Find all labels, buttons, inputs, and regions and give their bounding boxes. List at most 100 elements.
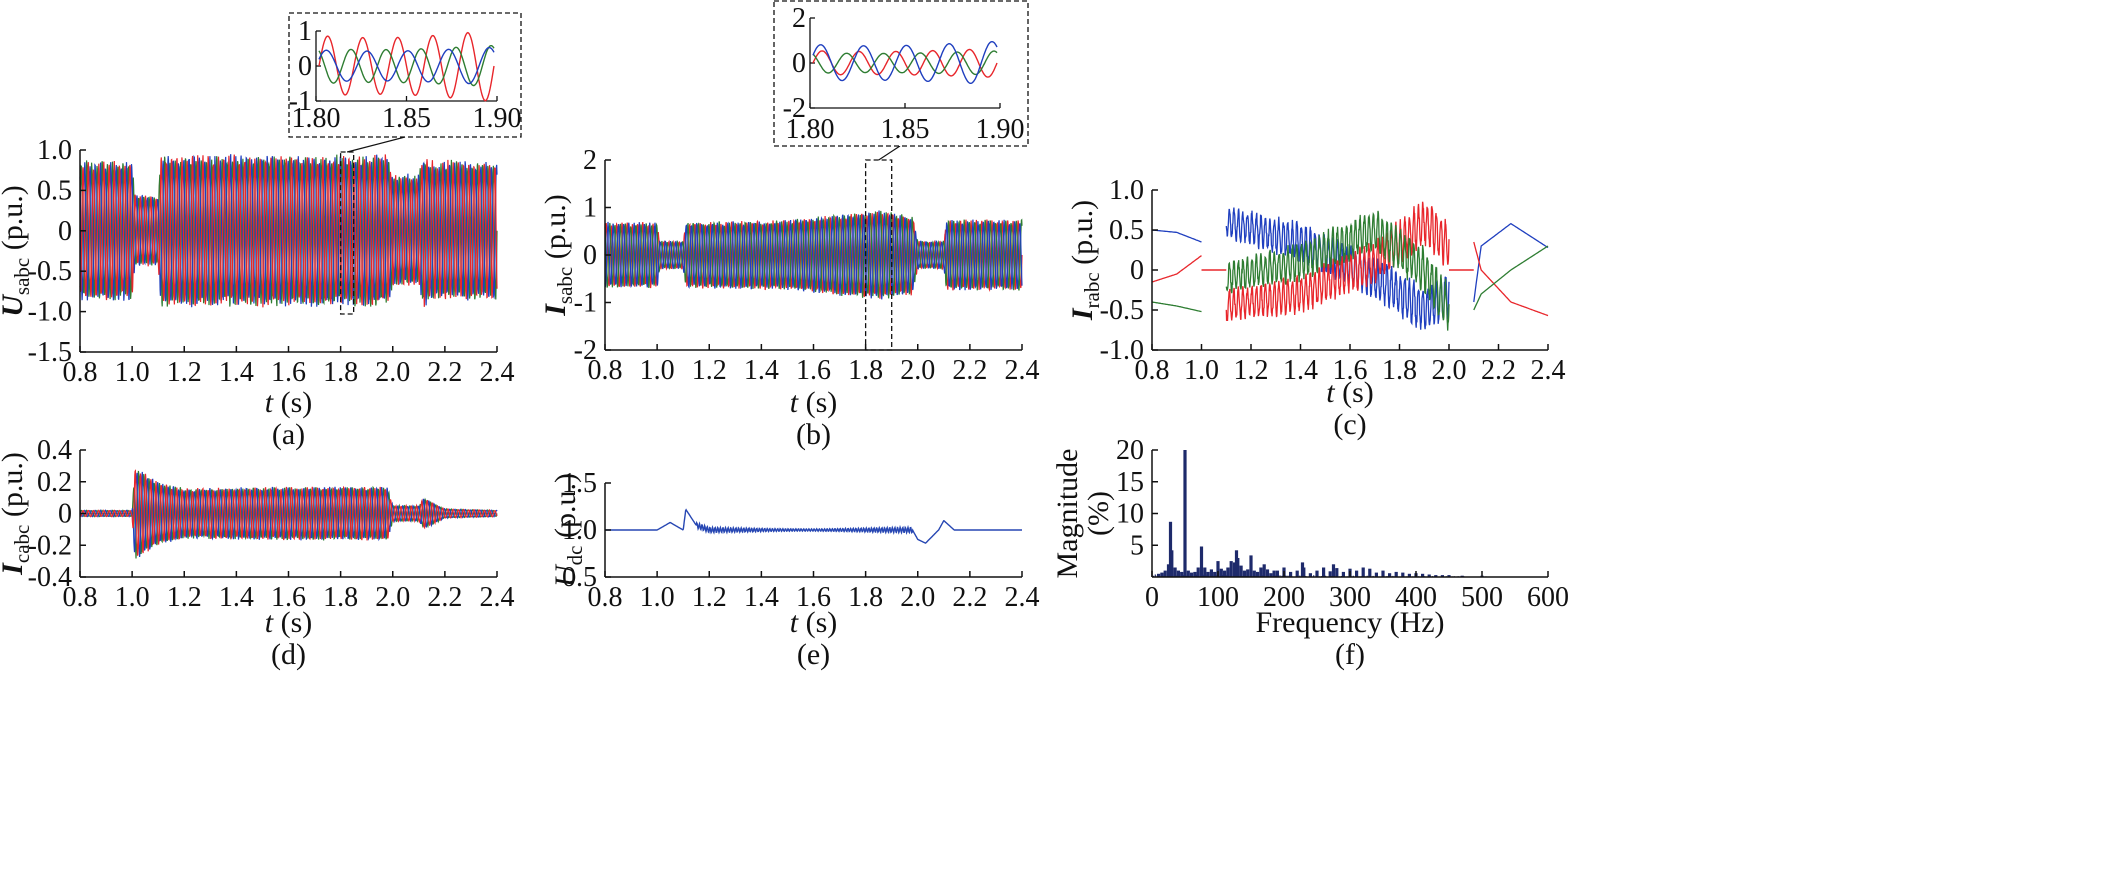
chart-a-x-tick-label: 2.0: [375, 357, 410, 388]
chart-f-y-tick-label: 15: [1116, 467, 1144, 498]
chart-f-bar: [1216, 561, 1220, 577]
chart-e-y-label: Udc (p.u.): [549, 473, 587, 587]
chart-c-y-label-unit: (p.u.): [1066, 200, 1099, 272]
chart-f-bar: [1163, 570, 1167, 577]
chart-b-inset-x-tick-label: 1.85: [881, 114, 930, 145]
chart-d-y-tick-label: -0.4: [28, 562, 72, 593]
chart-f-bar: [1272, 570, 1276, 577]
chart-a-inset-series-phase_a: [318, 31, 495, 102]
chart-f-bar: [1252, 570, 1256, 577]
chart-f-bar: [1242, 570, 1246, 577]
chart-d-x-tick-label: 0.8: [63, 582, 98, 613]
chart-f-bar: [1447, 575, 1451, 577]
chart-f-bar: [1368, 568, 1372, 577]
chart-f-bar: [1213, 571, 1217, 577]
chart-b: 0.8 1.0 1.2 1.4 1.6 1.8 2.0 2.2 2.4 2 1 0 -1 -2 Isabc …: [539, 0, 1040, 451]
chart-c: 0.8 1.0 1.2 1.4 1.6 1.8 2.0 2.2 2.4 1.0 0.5 0 -0.5 -1…: [1066, 175, 1566, 441]
chart-d: 0.8 1.0 1.2 1.4 1.6 1.8 2.0 2.2 2.4 0.40.20-0.2-0…: [0, 435, 515, 671]
chart-d-y-tick-label: -0.2: [28, 530, 72, 561]
chart-b-x-tick-label: 2.0: [900, 355, 935, 386]
chart-f-bar: [1302, 567, 1306, 577]
chart-b-inset-x-tick-label: 1.90: [976, 114, 1025, 145]
chart-b-zoom-leader: [878, 145, 901, 161]
chart-c-series-phase_c: [1473, 222, 1549, 303]
chart-f-y-tick-label: 5: [1130, 530, 1144, 561]
chart-f-bar: [1223, 570, 1227, 577]
chart-f-bar: [1355, 570, 1359, 577]
chart-e-caption: (e): [797, 638, 830, 671]
chart-c-series-phase_a: [1225, 201, 1450, 322]
chart-a-x-tick-label: 1.0: [115, 357, 150, 388]
chart-a-y-label-sub: sabc: [10, 258, 34, 295]
chart-e-y-label-unit: (p.u.): [549, 473, 582, 545]
chart-a-y-tick-label: -1.0: [28, 297, 72, 328]
chart-f-bar: [1394, 571, 1398, 577]
chart-f-bar: [1170, 550, 1174, 577]
chart-c-y-tick-label: 1.0: [1109, 175, 1144, 206]
chart-e-series-dc: [605, 508, 1022, 544]
chart-d-x-label-unit: (s): [273, 606, 312, 639]
chart-f-caption: (f): [1335, 638, 1365, 671]
chart-f-bar: [1160, 572, 1164, 577]
chart-b-series-phase_c: [604, 210, 1023, 300]
chart-b-inset-x-tick-label: 1.80: [786, 114, 835, 145]
chart-d-caption: (d): [271, 638, 306, 671]
chart-b-inset-y-tick-label: -2: [783, 93, 806, 124]
chart-b-x-label: t (s): [790, 386, 838, 419]
chart-f-bar: [1308, 573, 1312, 577]
chart-d-y-tick-label: 0.4: [37, 435, 72, 466]
chart-f-bar: [1388, 573, 1392, 577]
chart-a-x-tick-label: 2.4: [480, 357, 515, 388]
chart-a-y-tick-label: 0: [58, 216, 72, 247]
chart-a-inset-y-tick-label: 0: [298, 51, 312, 82]
chart-e-x-label-symbol: t: [790, 606, 799, 639]
chart-f-bar: [1434, 575, 1438, 577]
chart-b-y-tick-label: -2: [574, 335, 597, 366]
chart-c-series-phase_a: [1473, 241, 1549, 317]
chart-b-y-tick-label: -1: [574, 288, 597, 319]
chart-f-bar: [1361, 567, 1365, 577]
chart-f-bar: [1219, 568, 1223, 577]
chart-c-series-phase_b: [1473, 245, 1549, 311]
chart-c-x-label: t (s): [1326, 376, 1374, 409]
chart-e-y-tick-label: 1.0: [562, 515, 597, 546]
chart-a: 0.8 1.0 1.2 1.4 1.6 1.8 2.0 2.2 2.4 1.0 0.5 0 -0.5 -1…: [0, 12, 522, 451]
chart-a-x-tick-label: 1.2: [167, 357, 202, 388]
chart-d-y-label-unit: (p.u.): [0, 452, 29, 524]
chart-f-bar: [1289, 571, 1293, 577]
chart-d-x-tick-label: 1.2: [167, 582, 202, 613]
chart-a-inset-y-tick-label: -1: [289, 86, 312, 117]
chart-f-bar: [1249, 555, 1253, 577]
chart-a-inset-y-tick-label: 1: [298, 16, 312, 47]
chart-f-bar: [1239, 565, 1243, 577]
chart-b-y-tick-label: 2: [583, 145, 597, 176]
chart-b-x-tick-label: 1.8: [848, 355, 883, 386]
chart-a-y-label-unit: (p.u.): [0, 185, 29, 257]
chart-c-series-phase_b: [1225, 210, 1450, 331]
chart-f-bar: [1427, 574, 1431, 577]
chart-d-series-phase_c: [79, 471, 498, 558]
chart-a-inset-series-phase_c: [318, 46, 495, 85]
chart-f-bar: [1168, 521, 1173, 577]
chart-f-bar: [1196, 567, 1200, 577]
chart-e-y-tick-label: 1.5: [562, 468, 597, 499]
chart-c-y-tick-label: -0.5: [1100, 295, 1144, 326]
chart-f-bar: [1328, 571, 1332, 577]
chart-f-bar: [1193, 571, 1197, 577]
chart-f-bar: [1176, 570, 1180, 577]
chart-b-y-tick-label: 0: [583, 240, 597, 271]
chart-c-y-label-symbol: I: [1066, 307, 1099, 321]
chart-f-y-label: Magnitude: [1051, 449, 1084, 579]
chart-e-y-tick-label: 0.5: [562, 562, 597, 593]
chart-d-x-tick-label: 2.2: [427, 582, 462, 613]
chart-f-bar: [1173, 567, 1177, 577]
chart-c-x-label-unit: (s): [1335, 376, 1374, 409]
chart-a-x-tick-label: 1.4: [219, 357, 254, 388]
chart-e-x-tick-label: 2.4: [1005, 582, 1040, 613]
chart-f-bar: [1421, 573, 1425, 577]
chart-a-series-phase_a: [79, 154, 498, 308]
chart-a-inset-series-phase_b: [318, 45, 495, 87]
chart-f-bar: [1232, 562, 1237, 577]
chart-f-bar: [1322, 567, 1326, 577]
